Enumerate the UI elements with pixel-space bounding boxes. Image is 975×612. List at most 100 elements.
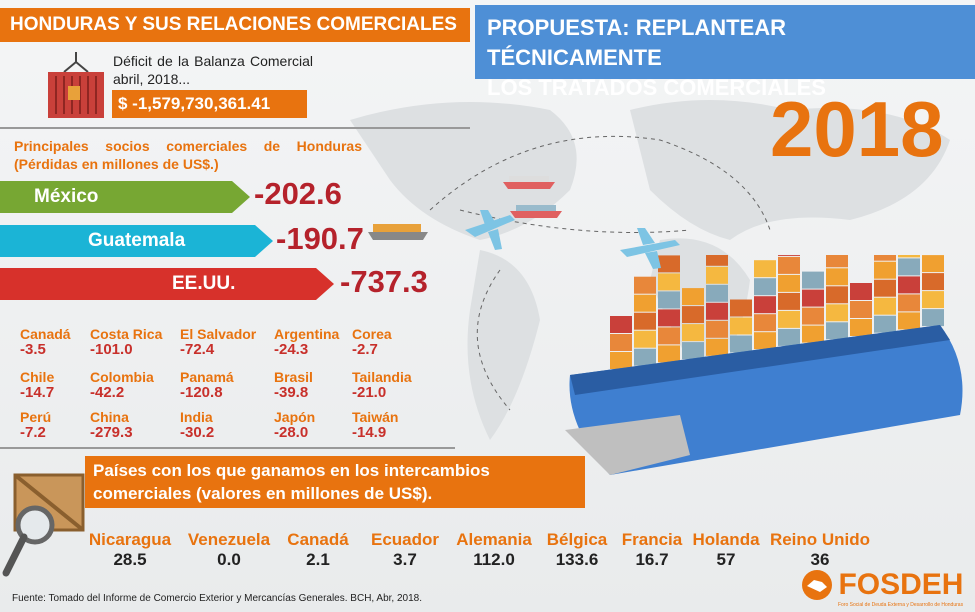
partner-value: -2.7 bbox=[352, 341, 378, 358]
proposal-line-2: LOS TRATADOS COMERCIALES bbox=[487, 75, 826, 100]
gain-country: Alemania bbox=[456, 530, 532, 549]
container bbox=[826, 268, 848, 286]
gain-item: Ecuador 3.7 bbox=[371, 530, 439, 570]
partner-item: El Salvador -72.4 bbox=[180, 326, 256, 358]
container bbox=[802, 307, 824, 325]
container bbox=[658, 291, 680, 309]
container bbox=[874, 297, 896, 315]
container bbox=[754, 332, 776, 350]
partner-value: -14.7 bbox=[20, 384, 55, 401]
gain-item: Alemania 112.0 bbox=[456, 530, 532, 570]
gain-country: Francia bbox=[621, 530, 683, 549]
proposal-line-1: PROPUESTA: REPLANTEAR TÉCNICAMENTE bbox=[487, 15, 787, 70]
container bbox=[610, 334, 632, 351]
gain-country: Nicaragua bbox=[88, 530, 172, 549]
container bbox=[658, 327, 680, 345]
arrow-mexico: México bbox=[0, 181, 250, 213]
container bbox=[610, 352, 632, 369]
partner-value: -14.9 bbox=[352, 424, 387, 441]
deficit-label: Déficit de la Balanza Comercial abril, 2… bbox=[113, 53, 313, 87]
partner-item: Chile -14.7 bbox=[20, 369, 54, 401]
container bbox=[658, 273, 680, 291]
container bbox=[610, 316, 632, 333]
container bbox=[826, 286, 848, 304]
container bbox=[850, 319, 872, 336]
gain-country: Holanda bbox=[692, 530, 760, 549]
partner-item: Panamá -120.8 bbox=[180, 369, 234, 401]
partner-item: China -279.3 bbox=[90, 409, 133, 441]
container bbox=[634, 348, 656, 366]
container bbox=[778, 310, 800, 328]
partner-value: -21.0 bbox=[352, 384, 387, 401]
value-mexico: -202.6 bbox=[254, 176, 342, 211]
container bbox=[874, 279, 896, 297]
container bbox=[922, 291, 944, 309]
airplane-icon bbox=[465, 210, 515, 250]
divider bbox=[0, 127, 470, 129]
arrow-eeuu: EE.UU. bbox=[0, 268, 334, 300]
container bbox=[730, 335, 752, 353]
container bbox=[658, 345, 680, 363]
partner-item: Costa Rica -101.0 bbox=[90, 326, 162, 358]
small-ship-icon bbox=[368, 224, 428, 240]
gain-country: Venezuela bbox=[187, 530, 271, 549]
gain-item: Nicaragua 28.5 bbox=[89, 530, 171, 570]
container bbox=[682, 324, 704, 342]
value-eeuu: -737.3 bbox=[340, 264, 428, 299]
partner-item: Brasil -39.8 bbox=[274, 369, 313, 401]
logo-tagline: Foro Social de Deuda Externa y Desarroll… bbox=[838, 602, 964, 608]
partner-item: Corea -2.7 bbox=[352, 326, 392, 358]
container bbox=[682, 288, 704, 306]
gain-value: 112.0 bbox=[473, 550, 515, 569]
partner-name: Panamá bbox=[180, 369, 234, 385]
partner-value: -7.2 bbox=[20, 424, 46, 441]
partner-name: Canadá bbox=[20, 326, 71, 342]
container bbox=[898, 255, 920, 258]
partner-item: India -30.2 bbox=[180, 409, 214, 441]
partner-name: EE.UU. bbox=[172, 273, 236, 294]
partner-name: Chile bbox=[20, 369, 55, 385]
partner-name: El Salvador bbox=[180, 326, 257, 342]
partner-name: Costa Rica bbox=[90, 326, 163, 342]
container bbox=[754, 296, 776, 314]
gain-value: 3.7 bbox=[393, 550, 417, 569]
partner-value: -120.8 bbox=[180, 384, 223, 401]
partner-item: Tailandia -21.0 bbox=[352, 369, 412, 401]
container bbox=[706, 266, 728, 284]
container bbox=[754, 314, 776, 332]
value-guatemala: -190.7 bbox=[276, 221, 364, 256]
gain-value: 0.0 bbox=[217, 550, 241, 569]
partner-name: Perú bbox=[20, 409, 52, 425]
logo-name: FOSDEH bbox=[838, 568, 964, 601]
container bbox=[634, 312, 656, 330]
partner-value: -101.0 bbox=[90, 341, 133, 358]
partner-name: Taiwán bbox=[352, 409, 399, 425]
arrow-guatemala: Guatemala bbox=[0, 225, 273, 257]
partners-heading: Principales socios comerciales de Hondur… bbox=[14, 138, 362, 172]
source-note: Fuente: Tomado del Informe de Comercio E… bbox=[12, 593, 423, 604]
container bbox=[898, 294, 920, 312]
container bbox=[778, 255, 800, 256]
partner-name: Guatemala bbox=[88, 230, 186, 251]
container bbox=[898, 312, 920, 330]
container bbox=[658, 255, 680, 273]
container bbox=[706, 284, 728, 302]
gain-item: Holanda 57 bbox=[692, 530, 759, 570]
partner-item: Argentina -24.3 bbox=[274, 326, 339, 358]
gain-country: Canadá bbox=[287, 530, 349, 549]
partner-item: Taiwán -14.9 bbox=[352, 409, 398, 441]
divider bbox=[0, 447, 455, 449]
container bbox=[754, 278, 776, 296]
partner-name: México bbox=[34, 186, 99, 207]
partner-name: Argentina bbox=[274, 326, 340, 342]
partner-item: Japón -28.0 bbox=[274, 409, 315, 441]
container bbox=[778, 256, 800, 274]
container bbox=[682, 342, 704, 360]
gain-value: 57 bbox=[716, 550, 736, 569]
partner-name: Japón bbox=[274, 409, 316, 425]
cargo-ship-illustration bbox=[565, 255, 963, 475]
container bbox=[898, 258, 920, 276]
partner-item: Colombia -42.2 bbox=[90, 369, 154, 401]
partner-name: Tailandia bbox=[352, 369, 412, 385]
container bbox=[826, 322, 848, 340]
